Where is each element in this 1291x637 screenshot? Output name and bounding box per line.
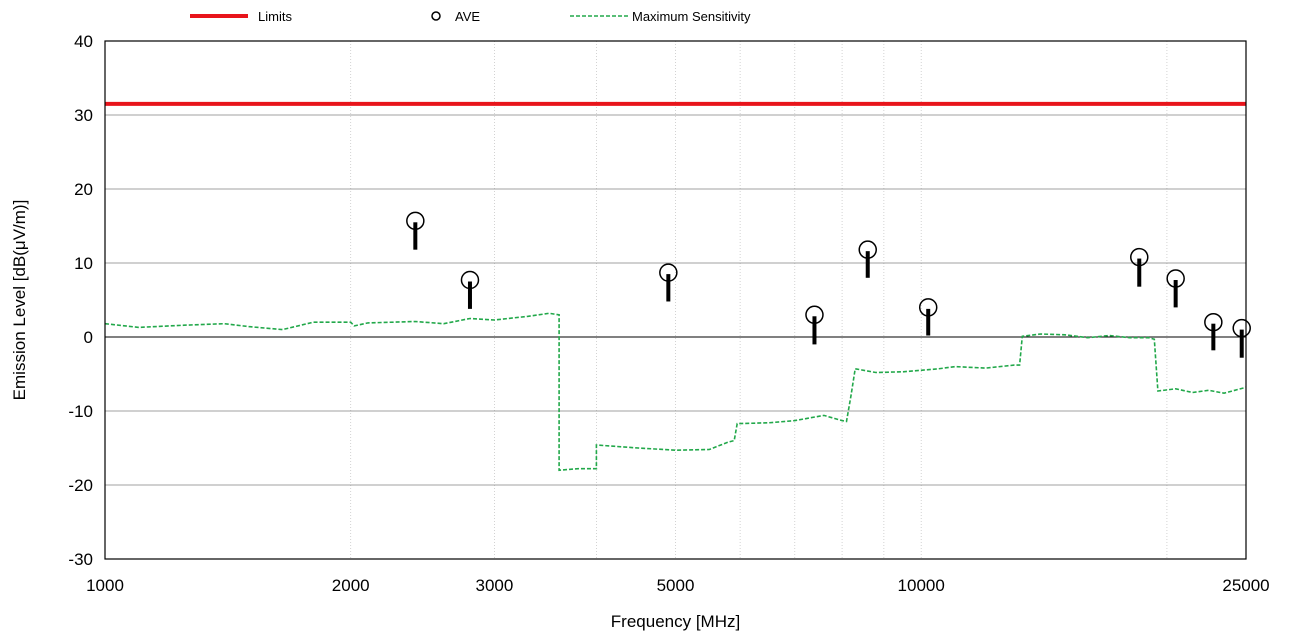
tick-labels: -30 -20 -10 0 10 20 30 40 1000 2000 3000 5000 10000 2… xyxy=(68,32,1269,595)
series-maximum-sensitivity xyxy=(104,312,1247,472)
x-tick-label: 3000 xyxy=(476,576,514,595)
legend-ave-marker xyxy=(431,11,441,21)
x-tick-label: 25000 xyxy=(1222,576,1269,595)
ave-point xyxy=(805,305,824,325)
legend: Limits AVE Maximum Sensitivity xyxy=(190,9,751,24)
x-axis-title: Frequency [MHz] xyxy=(611,612,740,631)
x-tick-label: 10000 xyxy=(898,576,945,595)
ave-point xyxy=(659,263,678,282)
ave-point xyxy=(858,240,877,259)
legend-ave-label: AVE xyxy=(455,9,480,24)
ave-point xyxy=(406,211,425,231)
y-tick-label: -20 xyxy=(68,476,93,495)
y-tick-label: 30 xyxy=(74,106,93,125)
y-tick-label: -10 xyxy=(68,402,93,421)
y-tick-label: 40 xyxy=(74,32,93,51)
series-layer xyxy=(104,101,1251,472)
x-tick-label: 5000 xyxy=(657,576,695,595)
y-axis-title: Emission Level [dB(μV/m)] xyxy=(10,200,29,401)
y-tick-label: 10 xyxy=(74,254,93,273)
ave-point xyxy=(460,270,480,290)
ave-point xyxy=(1166,269,1185,288)
x-tick-label: 1000 xyxy=(86,576,124,595)
y-tick-label: 20 xyxy=(74,180,93,199)
ave-point xyxy=(1204,312,1223,332)
x-tick-label: 2000 xyxy=(332,576,370,595)
plot-frame xyxy=(104,40,1247,560)
legend-sensitivity-label: Maximum Sensitivity xyxy=(632,9,751,24)
ave-point xyxy=(1232,318,1251,338)
ave-point xyxy=(918,298,938,317)
legend-limits-label: Limits xyxy=(258,9,292,24)
y-tick-label: -30 xyxy=(68,550,93,569)
ave-point xyxy=(1130,247,1149,267)
grid xyxy=(105,41,1246,559)
y-tick-label: 0 xyxy=(84,328,93,347)
